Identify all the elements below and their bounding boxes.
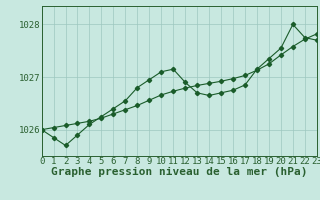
X-axis label: Graphe pression niveau de la mer (hPa): Graphe pression niveau de la mer (hPa): [51, 167, 308, 177]
